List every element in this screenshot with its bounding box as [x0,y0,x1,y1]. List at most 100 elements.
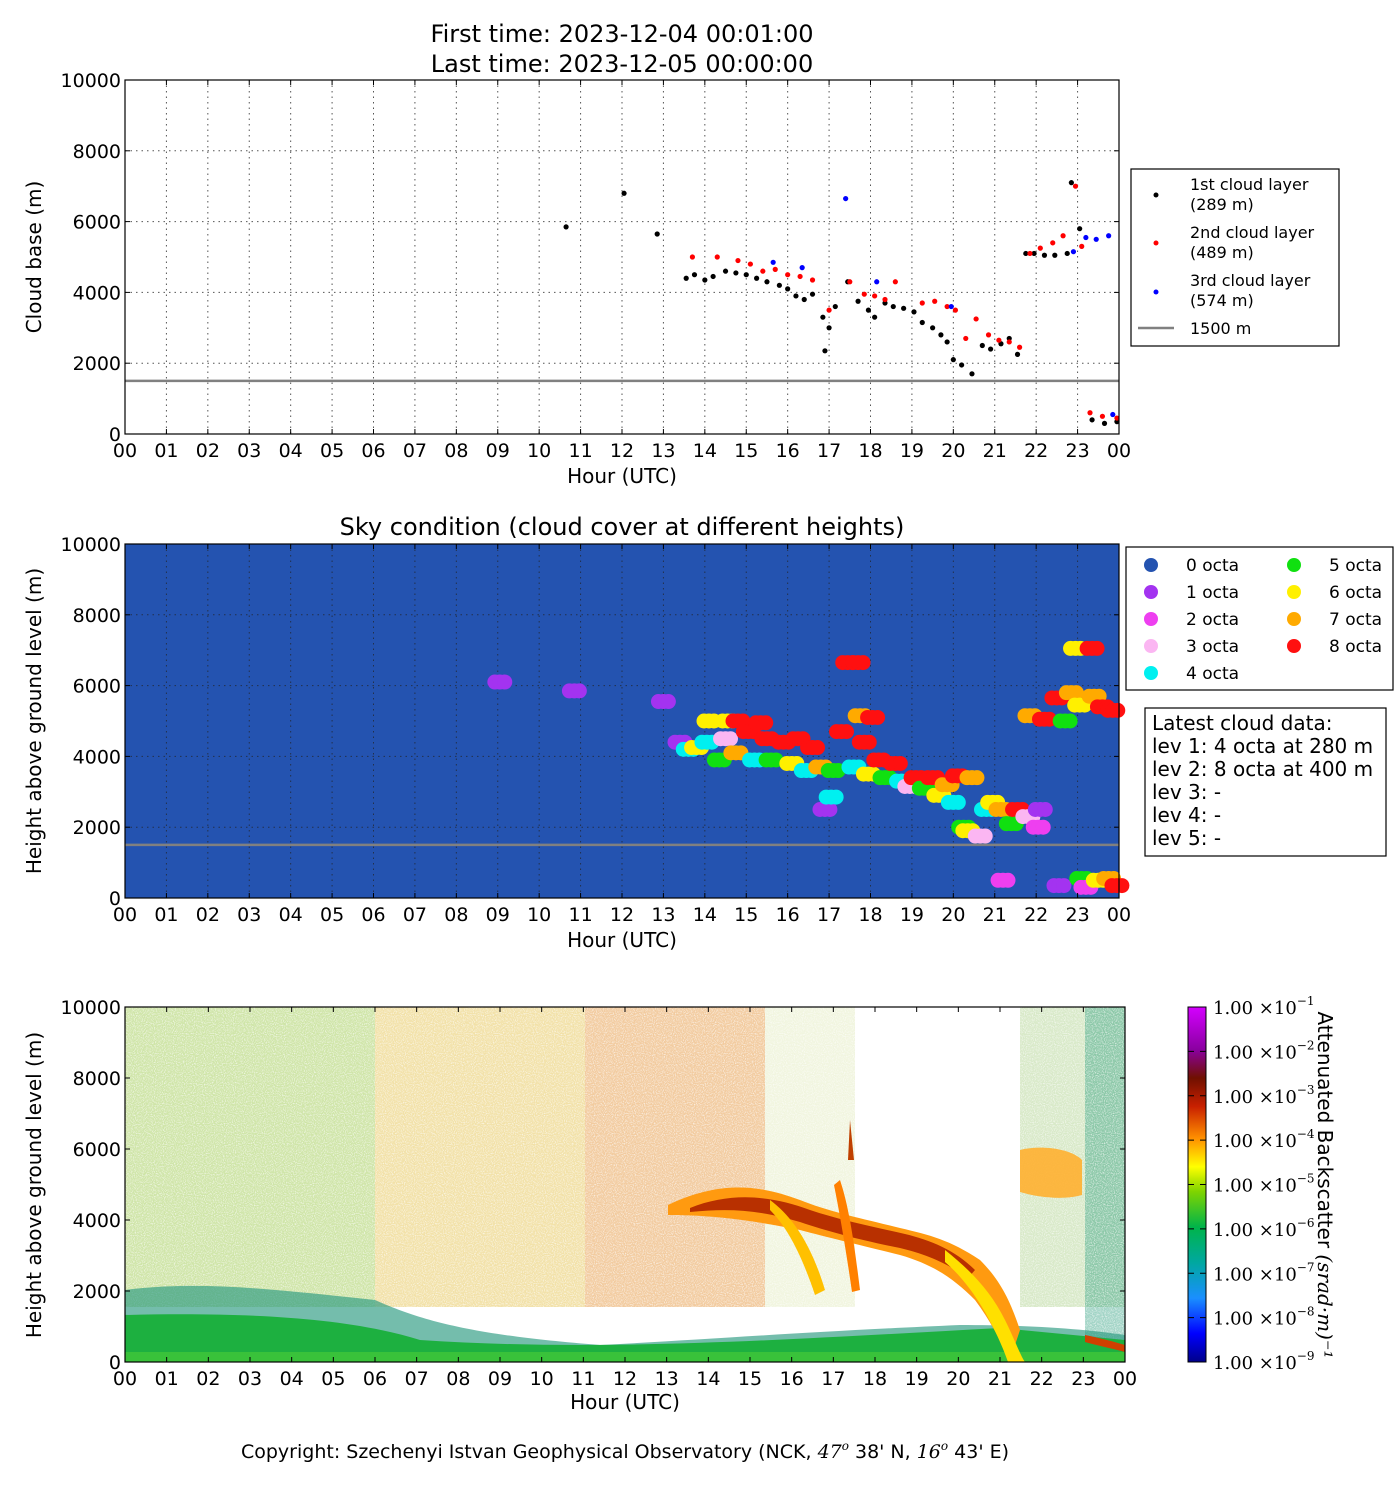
colorbar-tick-label: 1.00 ×10−2 [1213,1038,1315,1063]
cloud-layer-2-point [1037,245,1043,251]
cloud-layer-1-point [733,270,739,276]
cloud-layer-1-point [776,282,782,288]
octa-legend-marker [1144,612,1158,626]
cloud-layer-2-point [882,296,888,303]
octa-legend-marker [1287,612,1301,626]
x-tick-label: 17 [817,904,841,926]
octa-legend-marker [1287,558,1301,572]
octa-8-point [1114,878,1130,894]
x-tick-label: 04 [279,904,303,926]
cloud-layer-2-point [747,261,753,267]
cloud-layer-2-point [809,277,816,283]
cloud-layer-1-point [822,348,828,354]
x-tick-label: 06 [363,1368,387,1390]
octa-legend-marker [1144,558,1158,572]
legend-2nd-line2: (489 m) [1190,243,1254,262]
cloud-layer-1-point [691,272,698,278]
cloud-layer-1-point [683,275,689,281]
octa-2-point [1035,819,1051,835]
x-tick-label: 21 [983,904,1007,926]
x-tick-label: 12 [610,904,634,926]
cloud-base-xlabel: Hour (UTC) [567,464,677,488]
cloud-layer-2-point [797,273,803,280]
cloud-layer-1-point [944,339,950,345]
x-tick-label: 08 [444,904,468,926]
cloud-layer-1-point [801,296,807,303]
x-tick-label: 07 [405,1368,429,1390]
cloud-layer-2-point [973,316,979,322]
x-tick-label: 03 [237,904,261,926]
cloud-layer-1-point [820,314,826,320]
octa-8-point [855,655,871,671]
cloud-layer-1-point [969,371,975,377]
y-tick-label: 6000 [73,676,121,698]
cloud-layer-3-point [1093,236,1099,242]
x-tick-label: 18 [858,440,882,462]
x-tick-label: 23 [1071,1368,1095,1390]
cloud-layer-1-point [865,307,872,313]
legend-1st-line1: 1st cloud layer [1190,175,1309,194]
legend-marker-3rd-layer [1153,289,1159,295]
y-tick-label: 4000 [73,282,121,304]
x-tick-label: 01 [154,904,178,926]
cloud-layer-1-point [930,325,936,331]
cloud-layer-2-point [1087,410,1093,416]
x-tick-label: 10 [527,440,551,462]
last-time-title: Last time: 2023-12-05 00:00:00 [431,50,813,78]
cloud-layer-2-point [772,266,778,272]
cloud-layer-1-point [855,298,861,304]
cloud-layer-1-point [1101,420,1108,426]
x-tick-label: 08 [446,1368,470,1390]
octa-8-point [870,709,886,725]
octa-1-point [822,802,838,817]
x-tick-label: 18 [863,1368,887,1390]
x-tick-label: 02 [196,440,220,462]
x-tick-label: 05 [320,904,344,926]
x-tick-label: 12 [613,1368,637,1390]
latest-cloud-box: Latest cloud data: lev 1: 4 octa at 280 … [1144,707,1387,857]
x-tick-label: 15 [734,440,758,462]
cloud-layer-2-point [1079,243,1085,249]
octa-8-point [1089,640,1105,656]
x-tick-label: 22 [1030,1368,1054,1390]
cloud-layer-1-point [1089,417,1095,423]
cloud-layer-1-point [1023,250,1029,257]
cloud-layer-1-point [1031,250,1037,257]
octa-legend-label: 2 octa [1186,610,1239,630]
x-tick-label: 17 [817,440,841,462]
cloud-layer-2-point [944,303,950,310]
cloud-layer-1-point [710,273,716,280]
x-tick-label: 21 [983,440,1007,462]
octa-3-point [977,828,993,844]
cloud-layer-3-point [1083,234,1089,241]
x-tick-label: 00 [1107,440,1131,462]
cloud-base-points [563,180,1120,426]
cloud-layer-2-point [1006,339,1012,345]
octa-legend-marker [1144,666,1158,680]
octa-legend: 0 octa 1 octa 2 octa 3 octa 4 octa 5 octa 6 oc… [1125,546,1394,691]
latest-cloud-lev4: lev 4: - [1152,803,1221,827]
colorbar-label: Attenuated Backscatter (srad·m)⁻¹ [1313,1012,1337,1359]
y-tick-label: 10000 [61,534,121,556]
cloud-base-panel: 00 01 02 03 04 05 06 07 08 09 10 11 12 13 14 15 16 17 18 19… [22,70,1340,488]
octa-7-point [1068,685,1084,701]
cloud-layer-1-point [764,279,770,285]
x-tick-label: 00 [113,904,137,926]
sky-xlabel: Hour (UTC) [567,928,677,952]
octa-2-point [1000,872,1016,888]
cloud-layer-1-point [1052,252,1058,258]
cloud-layer-2-point [826,307,832,313]
y-tick-label: 8000 [73,605,121,627]
x-tick-label: 11 [571,1368,595,1390]
latitude-minutes: 38' N, [855,1441,917,1463]
octa-1-point [660,694,676,710]
y-tick-label: 10000 [61,70,121,92]
latitude-degrees: 47 [817,1441,843,1463]
x-tick-label: 04 [279,440,303,462]
svg-text:Attenuated Backscatter (srad·m: Attenuated Backscatter (srad·m)⁻¹ [1313,1012,1337,1359]
latest-cloud-lev2: lev 2: 8 octa at 400 m [1152,757,1373,781]
cloud-layer-2-point [1060,233,1066,239]
x-tick-label: 19 [900,904,924,926]
cloud-layer-2-point [760,268,766,274]
